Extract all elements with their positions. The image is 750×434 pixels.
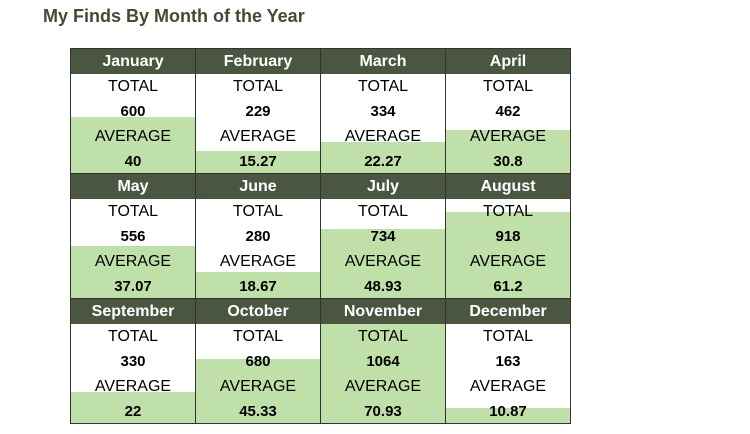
total-label: TOTAL (232, 78, 284, 95)
finds-fill (196, 151, 320, 173)
finds-fill (71, 246, 195, 298)
average-label: AVERAGE (94, 128, 172, 145)
total-value: 163 (495, 353, 521, 370)
total-value: 334 (370, 103, 396, 120)
finds-fill (446, 212, 570, 298)
month-cell: December TOTAL 163 AVERAGE 10.87 (446, 299, 571, 424)
month-name: July (321, 174, 445, 199)
average-value: 22.27 (364, 153, 402, 170)
total-label: TOTAL (232, 328, 284, 345)
average-value: 61.2 (493, 278, 523, 295)
total-value: 330 (120, 353, 146, 370)
average-value: 70.93 (364, 403, 402, 420)
month-cell: August TOTAL 918 AVERAGE 61.2 (446, 174, 571, 299)
month-name: October (196, 299, 320, 324)
average-label: AVERAGE (94, 378, 172, 395)
month-cell: May TOTAL 556 AVERAGE 37.07 (71, 174, 196, 299)
total-label: TOTAL (357, 328, 409, 345)
average-label: AVERAGE (469, 253, 547, 270)
month-cell: November TOTAL 1064 AVERAGE 70.93 (321, 299, 446, 424)
total-label: TOTAL (357, 78, 409, 95)
finds-fill (321, 229, 445, 298)
average-label: AVERAGE (344, 128, 422, 145)
total-label: TOTAL (482, 328, 534, 345)
total-label: TOTAL (107, 203, 159, 220)
month-cell: January TOTAL 600 AVERAGE 40 (71, 49, 196, 174)
total-label: TOTAL (232, 203, 284, 220)
finds-fill (446, 130, 570, 173)
total-value: 1064 (366, 353, 400, 370)
total-label: TOTAL (107, 78, 159, 95)
average-value: 30.8 (493, 153, 523, 170)
total-value: 734 (370, 228, 396, 245)
average-label: AVERAGE (219, 378, 297, 395)
total-label: TOTAL (482, 78, 534, 95)
average-value: 10.87 (489, 403, 527, 420)
month-name: February (196, 49, 320, 74)
month-name: June (196, 174, 320, 199)
average-value: 45.33 (239, 403, 277, 420)
finds-fill (71, 392, 195, 423)
month-name: August (446, 174, 570, 199)
finds-fill (446, 408, 570, 423)
page-title: My Finds By Month of the Year (43, 6, 305, 26)
finds-fill (196, 359, 320, 423)
finds-fill (321, 142, 445, 173)
total-label: TOTAL (357, 203, 409, 220)
average-value: 40 (124, 153, 142, 170)
month-name: April (446, 49, 570, 74)
average-value: 48.93 (364, 278, 402, 295)
total-value: 462 (495, 103, 521, 120)
finds-fill (321, 323, 445, 423)
month-cell: September TOTAL 330 AVERAGE 22 (71, 299, 196, 424)
month-cell: July TOTAL 734 AVERAGE 48.93 (321, 174, 446, 299)
finds-fill (71, 117, 195, 173)
month-cell: March TOTAL 334 AVERAGE 22.27 (321, 49, 446, 174)
total-value: 600 (120, 103, 146, 120)
average-label: AVERAGE (344, 378, 422, 395)
month-name: November (321, 299, 445, 324)
total-value: 280 (245, 228, 271, 245)
month-name: December (446, 299, 570, 324)
total-label: TOTAL (107, 328, 159, 345)
average-label: AVERAGE (469, 378, 547, 395)
average-value: 18.67 (239, 278, 277, 295)
month-name: September (71, 299, 195, 324)
average-label: AVERAGE (219, 128, 297, 145)
average-label: AVERAGE (94, 253, 172, 270)
month-name: March (321, 49, 445, 74)
average-value: 22 (124, 403, 142, 420)
month-cell: October TOTAL 680 AVERAGE 45.33 (196, 299, 321, 424)
average-label: AVERAGE (344, 253, 422, 270)
average-value: 15.27 (239, 153, 277, 170)
month-name: May (71, 174, 195, 199)
month-grid: January TOTAL 600 AVERAGE 40 February TO… (70, 48, 571, 424)
total-value: 556 (120, 228, 146, 245)
month-name: January (71, 49, 195, 74)
finds-fill (196, 272, 320, 298)
total-value: 680 (245, 353, 271, 370)
month-cell: June TOTAL 280 AVERAGE 18.67 (196, 174, 321, 299)
total-label: TOTAL (482, 203, 534, 220)
month-cell: February TOTAL 229 AVERAGE 15.27 (196, 49, 321, 174)
average-label: AVERAGE (219, 253, 297, 270)
month-cell: April TOTAL 462 AVERAGE 30.8 (446, 49, 571, 174)
total-value: 918 (495, 228, 521, 245)
average-label: AVERAGE (469, 128, 547, 145)
average-value: 37.07 (114, 278, 152, 295)
total-value: 229 (245, 103, 271, 120)
